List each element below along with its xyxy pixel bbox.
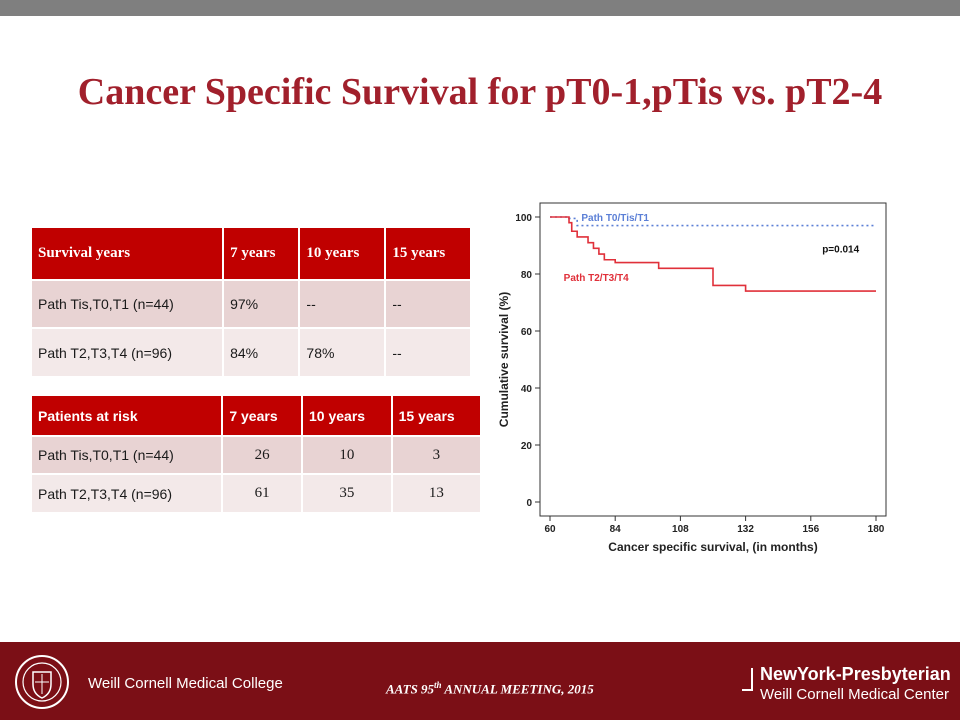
header-cell: Patients at risk [32, 396, 224, 436]
slide-title: Cancer Specific Survival for pT0-1,pTis … [77, 71, 883, 113]
table-cell: -- [385, 279, 470, 328]
y-tick-label: 0 [526, 498, 532, 509]
x-tick-label: 60 [544, 524, 556, 535]
table-cell: 35 [302, 473, 393, 512]
x-tick-label: 132 [737, 524, 754, 535]
table-header-row: Patients at risk 7 years 10 years 15 yea… [32, 396, 480, 436]
table-row: Path Tis,T0,T1 (n=44) 26 10 3 [32, 435, 480, 474]
x-tick-label: 180 [868, 524, 885, 535]
footer-bar: Weill Cornell Medical College AATS 95th … [0, 642, 960, 720]
table-cell: 84% [223, 327, 301, 376]
table-cell: 97% [223, 279, 301, 328]
y-tick-label: 40 [521, 384, 533, 395]
college-name: Weill Cornell Medical College [88, 675, 283, 692]
meeting-suffix: ANNUAL MEETING, 2015 [441, 681, 594, 697]
series-label: Path T0/Tis/T1 [581, 213, 649, 224]
table-cell: 3 [391, 435, 480, 474]
hospital-name-line2: Weill Cornell Medical Center [760, 686, 949, 703]
table-cell: Path Tis,T0,T1 (n=44) [32, 435, 224, 474]
x-tick-label: 108 [672, 524, 689, 535]
p-value-annotation: p=0.014 [822, 245, 859, 256]
top-bar [0, 0, 960, 16]
survival-table: Survival years 7 years 10 years 15 years… [32, 228, 470, 376]
table-cell: 10 [302, 435, 393, 474]
table-cell: 13 [391, 473, 480, 512]
cornell-seal-icon [15, 655, 69, 709]
x-tick-label: 84 [610, 524, 622, 535]
header-cell: 10 years [302, 396, 393, 436]
header-cell: 7 years [222, 396, 304, 436]
table-row: Path T2,T3,T4 (n=96) 84% 78% -- [32, 327, 470, 376]
meeting-name: AATS 95th ANNUAL MEETING, 2015 [386, 680, 594, 697]
meeting-sup: th [434, 680, 442, 690]
header-cell: 15 years [385, 228, 470, 280]
table-cell: -- [299, 279, 387, 328]
x-tick-label: 156 [802, 524, 819, 535]
header-cell: 10 years [299, 228, 387, 280]
header-cell: 7 years [223, 228, 301, 280]
y-tick-label: 60 [521, 327, 533, 338]
table-cell: Path Tis,T0,T1 (n=44) [32, 279, 225, 328]
table-header-row: Survival years 7 years 10 years 15 years [32, 228, 470, 280]
y-tick-label: 20 [521, 441, 533, 452]
header-cell: 15 years [391, 396, 480, 436]
plot-frame [539, 202, 887, 517]
table-cell: Path T2,T3,T4 (n=96) [32, 473, 224, 512]
series-label: Path T2/T3/T4 [564, 273, 629, 284]
y-tick-label: 80 [521, 270, 533, 281]
meeting-prefix: AATS 95 [386, 681, 435, 697]
table-cell: 78% [299, 327, 387, 376]
survival-curve-2 [550, 216, 876, 292]
table-row: Path T2,T3,T4 (n=96) 61 35 13 [32, 473, 480, 512]
table-cell: -- [385, 327, 470, 376]
risk-table: Patients at risk 7 years 10 years 15 yea… [32, 396, 480, 512]
table-cell: 61 [222, 473, 304, 512]
table-cell: 26 [222, 435, 304, 474]
table-cell: Path T2,T3,T4 (n=96) [32, 327, 225, 376]
km-survival-chart: 0 20 40 60 80 100 60 84 108 132 156 180 Cancer speci… [497, 202, 887, 554]
x-axis-label: Cancer specific survival, (in months) [608, 540, 817, 554]
table-row: Path Tis,T0,T1 (n=44) 97% -- -- [32, 279, 470, 328]
hospital-name-line1: NewYork-Presbyterian [760, 664, 951, 684]
y-tick-label: 100 [515, 213, 532, 224]
y-axis-label: Cumulative survival (%) [497, 292, 511, 427]
header-cell: Survival years [32, 228, 225, 280]
nyp-logo-icon [742, 668, 753, 691]
